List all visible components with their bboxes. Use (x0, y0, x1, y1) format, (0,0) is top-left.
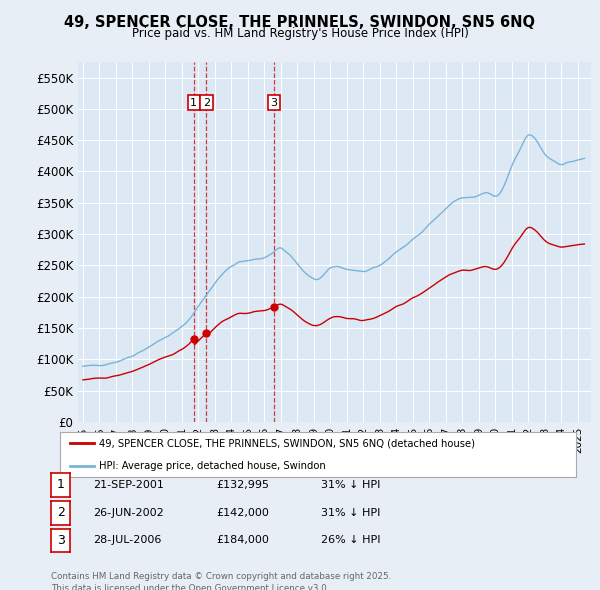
Text: 21-SEP-2001: 21-SEP-2001 (93, 480, 164, 490)
Text: 26% ↓ HPI: 26% ↓ HPI (321, 536, 380, 545)
Text: 26-JUN-2002: 26-JUN-2002 (93, 508, 164, 517)
Text: £132,995: £132,995 (216, 480, 269, 490)
Text: 28-JUL-2006: 28-JUL-2006 (93, 536, 161, 545)
Text: 1: 1 (56, 478, 65, 491)
Text: Price paid vs. HM Land Registry's House Price Index (HPI): Price paid vs. HM Land Registry's House … (131, 27, 469, 40)
Text: HPI: Average price, detached house, Swindon: HPI: Average price, detached house, Swin… (98, 461, 325, 470)
Text: 2: 2 (56, 506, 65, 519)
Text: Contains HM Land Registry data © Crown copyright and database right 2025.
This d: Contains HM Land Registry data © Crown c… (51, 572, 391, 590)
Text: 31% ↓ HPI: 31% ↓ HPI (321, 508, 380, 517)
Text: 1: 1 (190, 97, 197, 107)
Text: 31% ↓ HPI: 31% ↓ HPI (321, 480, 380, 490)
Text: 2: 2 (203, 97, 210, 107)
Text: 3: 3 (56, 534, 65, 547)
Text: 3: 3 (270, 97, 277, 107)
Text: £142,000: £142,000 (216, 508, 269, 517)
Text: £184,000: £184,000 (216, 536, 269, 545)
Text: 49, SPENCER CLOSE, THE PRINNELS, SWINDON, SN5 6NQ: 49, SPENCER CLOSE, THE PRINNELS, SWINDON… (65, 15, 536, 30)
Text: 49, SPENCER CLOSE, THE PRINNELS, SWINDON, SN5 6NQ (detached house): 49, SPENCER CLOSE, THE PRINNELS, SWINDON… (98, 438, 475, 448)
